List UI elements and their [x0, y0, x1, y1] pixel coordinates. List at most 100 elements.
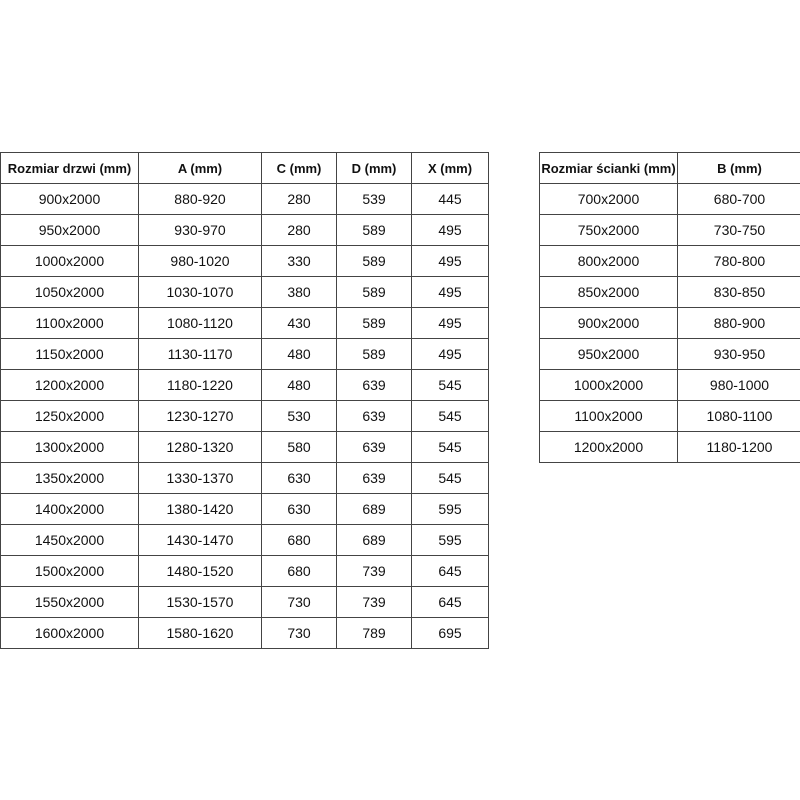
table-cell: 639	[336, 400, 412, 432]
table-cell: 880-900	[677, 307, 800, 339]
table-cell: 730	[261, 617, 337, 649]
table-cell: 680	[261, 555, 337, 587]
table-cell: 680	[261, 524, 337, 556]
table-cell: 700x2000	[539, 183, 678, 215]
table-cell: 1530-1570	[138, 586, 262, 618]
table-cell: 689	[336, 493, 412, 525]
table-cell: 930-950	[677, 338, 800, 370]
table-row: 850x2000 830-850	[539, 276, 800, 308]
table-row: 1450x2000 1430-1470 680 689 595	[0, 524, 489, 556]
table-cell: 900x2000	[539, 307, 678, 339]
table-row: 1150x2000 1130-1170 480 589 495	[0, 338, 489, 370]
table-cell: 1130-1170	[138, 338, 262, 370]
table-cell: 1500x2000	[0, 555, 139, 587]
table-cell: 589	[336, 276, 412, 308]
table-cell: 1180-1220	[138, 369, 262, 401]
table-cell: 695	[411, 617, 489, 649]
table-cell: 750x2000	[539, 214, 678, 246]
table-cell: 930-970	[138, 214, 262, 246]
table-cell: 545	[411, 369, 489, 401]
table-cell: 645	[411, 586, 489, 618]
table-cell: 630	[261, 493, 337, 525]
table-cell: 595	[411, 524, 489, 556]
table-cell: 1150x2000	[0, 338, 139, 370]
table-cell: 1080-1100	[677, 400, 800, 432]
table-row: 800x2000 780-800	[539, 245, 800, 277]
table-header-row: Rozmiar drzwi (mm) A (mm) C (mm) D (mm) X (m…	[0, 152, 489, 184]
table-cell: 280	[261, 214, 337, 246]
table-cell: 1080-1120	[138, 307, 262, 339]
table-cell: 330	[261, 245, 337, 277]
table-cell: 1230-1270	[138, 400, 262, 432]
table-cell: 739	[336, 586, 412, 618]
column-header: X (mm)	[411, 152, 489, 184]
table-cell: 1550x2000	[0, 586, 139, 618]
table-row: 1550x2000 1530-1570 730 739 645	[0, 586, 489, 618]
table-row: 750x2000 730-750	[539, 214, 800, 246]
table-cell: 630	[261, 462, 337, 494]
table-cell: 639	[336, 431, 412, 463]
table-cell: 380	[261, 276, 337, 308]
table-row: 1000x2000 980-1020 330 589 495	[0, 245, 489, 277]
wall-size-table: Rozmiar ścianki (mm) B (mm) 700x2000 680-7…	[539, 152, 800, 463]
column-header: A (mm)	[138, 152, 262, 184]
table-cell: 689	[336, 524, 412, 556]
table-cell: 1200x2000	[539, 431, 678, 463]
table-cell: 1330-1370	[138, 462, 262, 494]
table-row: 1500x2000 1480-1520 680 739 645	[0, 555, 489, 587]
table-cell: 1050x2000	[0, 276, 139, 308]
table-cell: 1430-1470	[138, 524, 262, 556]
table-cell: 1400x2000	[0, 493, 139, 525]
table-cell: 1200x2000	[0, 369, 139, 401]
table-cell: 880-920	[138, 183, 262, 215]
table-cell: 1450x2000	[0, 524, 139, 556]
table-cell: 780-800	[677, 245, 800, 277]
table-cell: 1030-1070	[138, 276, 262, 308]
table-cell: 1280-1320	[138, 431, 262, 463]
table-cell: 589	[336, 307, 412, 339]
table-row: 1100x2000 1080-1120 430 589 495	[0, 307, 489, 339]
table-cell: 495	[411, 245, 489, 277]
table-row: 700x2000 680-700	[539, 183, 800, 215]
table-cell: 1000x2000	[0, 245, 139, 277]
table-row: 1000x2000 980-1000	[539, 369, 800, 401]
table-cell: 1100x2000	[0, 307, 139, 339]
table-cell: 480	[261, 369, 337, 401]
table-cell: 1380-1420	[138, 493, 262, 525]
table-cell: 545	[411, 400, 489, 432]
table-cell: 545	[411, 431, 489, 463]
table-cell: 495	[411, 307, 489, 339]
table-cell: 280	[261, 183, 337, 215]
table-cell: 730	[261, 586, 337, 618]
table-cell: 445	[411, 183, 489, 215]
table-cell: 1250x2000	[0, 400, 139, 432]
table-row: 1300x2000 1280-1320 580 639 545	[0, 431, 489, 463]
table-row: 1250x2000 1230-1270 530 639 545	[0, 400, 489, 432]
table-row: 1100x2000 1080-1100	[539, 400, 800, 432]
table-row: 1600x2000 1580-1620 730 789 695	[0, 617, 489, 649]
table-cell: 580	[261, 431, 337, 463]
table-cell: 730-750	[677, 214, 800, 246]
table-row: 950x2000 930-970 280 589 495	[0, 214, 489, 246]
table-header-row: Rozmiar ścianki (mm) B (mm)	[539, 152, 800, 184]
table-row: 900x2000 880-900	[539, 307, 800, 339]
table-cell: 589	[336, 214, 412, 246]
table-cell: 495	[411, 276, 489, 308]
table-cell: 1300x2000	[0, 431, 139, 463]
table-cell: 495	[411, 338, 489, 370]
table-cell: 645	[411, 555, 489, 587]
column-header: Rozmiar ścianki (mm)	[539, 152, 678, 184]
table-cell: 1480-1520	[138, 555, 262, 587]
table-cell: 589	[336, 338, 412, 370]
table-cell: 1580-1620	[138, 617, 262, 649]
column-header: D (mm)	[336, 152, 412, 184]
column-header: C (mm)	[261, 152, 337, 184]
table-cell: 589	[336, 245, 412, 277]
column-header: Rozmiar drzwi (mm)	[0, 152, 139, 184]
table-cell: 850x2000	[539, 276, 678, 308]
table-cell: 739	[336, 555, 412, 587]
table-cell: 480	[261, 338, 337, 370]
table-cell: 800x2000	[539, 245, 678, 277]
table-row: 1400x2000 1380-1420 630 689 595	[0, 493, 489, 525]
table-cell: 639	[336, 369, 412, 401]
